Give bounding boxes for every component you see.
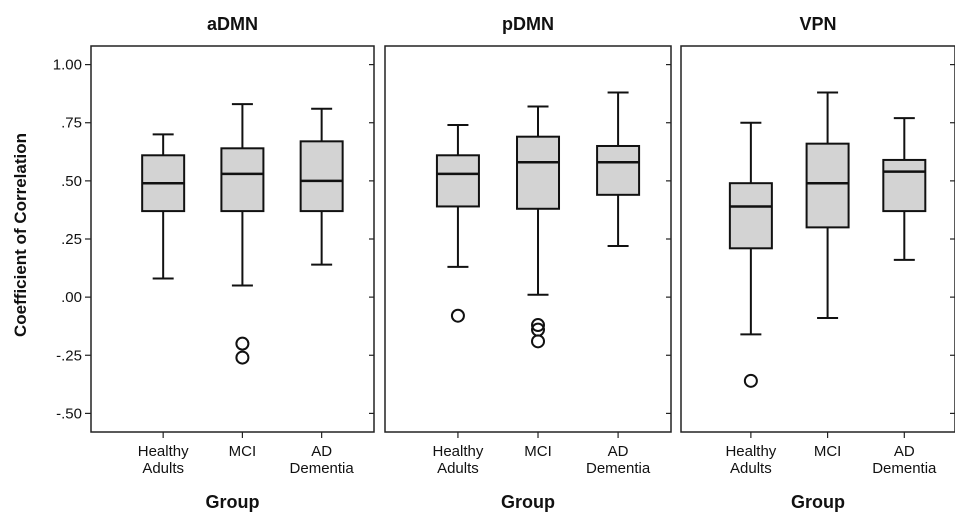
y-tick-label: 1.00 — [53, 57, 82, 74]
iqr-box — [805, 142, 850, 229]
x-axis-label: Group — [501, 492, 555, 512]
category-label: Healthy — [725, 443, 776, 460]
category-label: AD — [608, 443, 629, 460]
outlier-point — [450, 308, 465, 323]
y-tick-label: -.50 — [56, 405, 82, 422]
y-tick-label: -.25 — [56, 347, 82, 364]
iqr-box — [882, 158, 927, 213]
panel-title: pDMN — [502, 14, 554, 34]
x-axis-label: Group — [206, 492, 260, 512]
outlier-point — [531, 318, 546, 333]
box-group: MCI — [220, 103, 265, 460]
category-label: Healthy — [433, 443, 484, 460]
iqr-box — [516, 135, 561, 210]
category-label: MCI — [814, 443, 842, 460]
panel-frame — [384, 45, 672, 433]
y-axis-label: Coefficient of Correlation — [11, 133, 30, 337]
iqr-box — [596, 144, 641, 196]
category-label: AD — [311, 443, 332, 460]
panels: 1.00 .75 .50 .25 .00 -.25 -.50 aDMN Group Healthy… — [53, 14, 955, 512]
iqr-box — [728, 182, 773, 250]
category-label: Dementia — [290, 460, 355, 477]
category-label: AD — [894, 443, 915, 460]
panel-frame — [680, 45, 955, 433]
y-tick-label: .75 — [61, 115, 82, 132]
outlier-point — [743, 373, 758, 388]
outlier-point — [235, 336, 250, 351]
category-label: Healthy — [138, 443, 189, 460]
category-label: Dementia — [872, 460, 937, 477]
panel-frame — [90, 45, 375, 433]
category-label: Adults — [142, 460, 184, 477]
outlier-point — [235, 350, 250, 365]
category-label: MCI — [229, 443, 257, 460]
y-tick-label: .00 — [61, 289, 82, 306]
box-group: MCI — [805, 91, 850, 460]
outlier-point — [531, 334, 546, 349]
iqr-box — [435, 154, 480, 208]
box-group: MCI — [516, 105, 561, 460]
x-axis-label: Group — [791, 492, 845, 512]
iqr-box — [299, 140, 344, 213]
panel-title: VPN — [799, 14, 836, 34]
category-label: MCI — [524, 443, 552, 460]
iqr-box — [220, 147, 265, 213]
y-axis: 1.00 .75 .50 .25 .00 -.25 -.50 — [53, 57, 91, 422]
y-tick-label: .25 — [61, 231, 82, 248]
y-tick-label: .50 — [61, 173, 82, 190]
panel-title: aDMN — [207, 14, 258, 34]
category-label: Adults — [730, 460, 772, 477]
category-label: Adults — [437, 460, 479, 477]
category-label: Dementia — [586, 460, 651, 477]
